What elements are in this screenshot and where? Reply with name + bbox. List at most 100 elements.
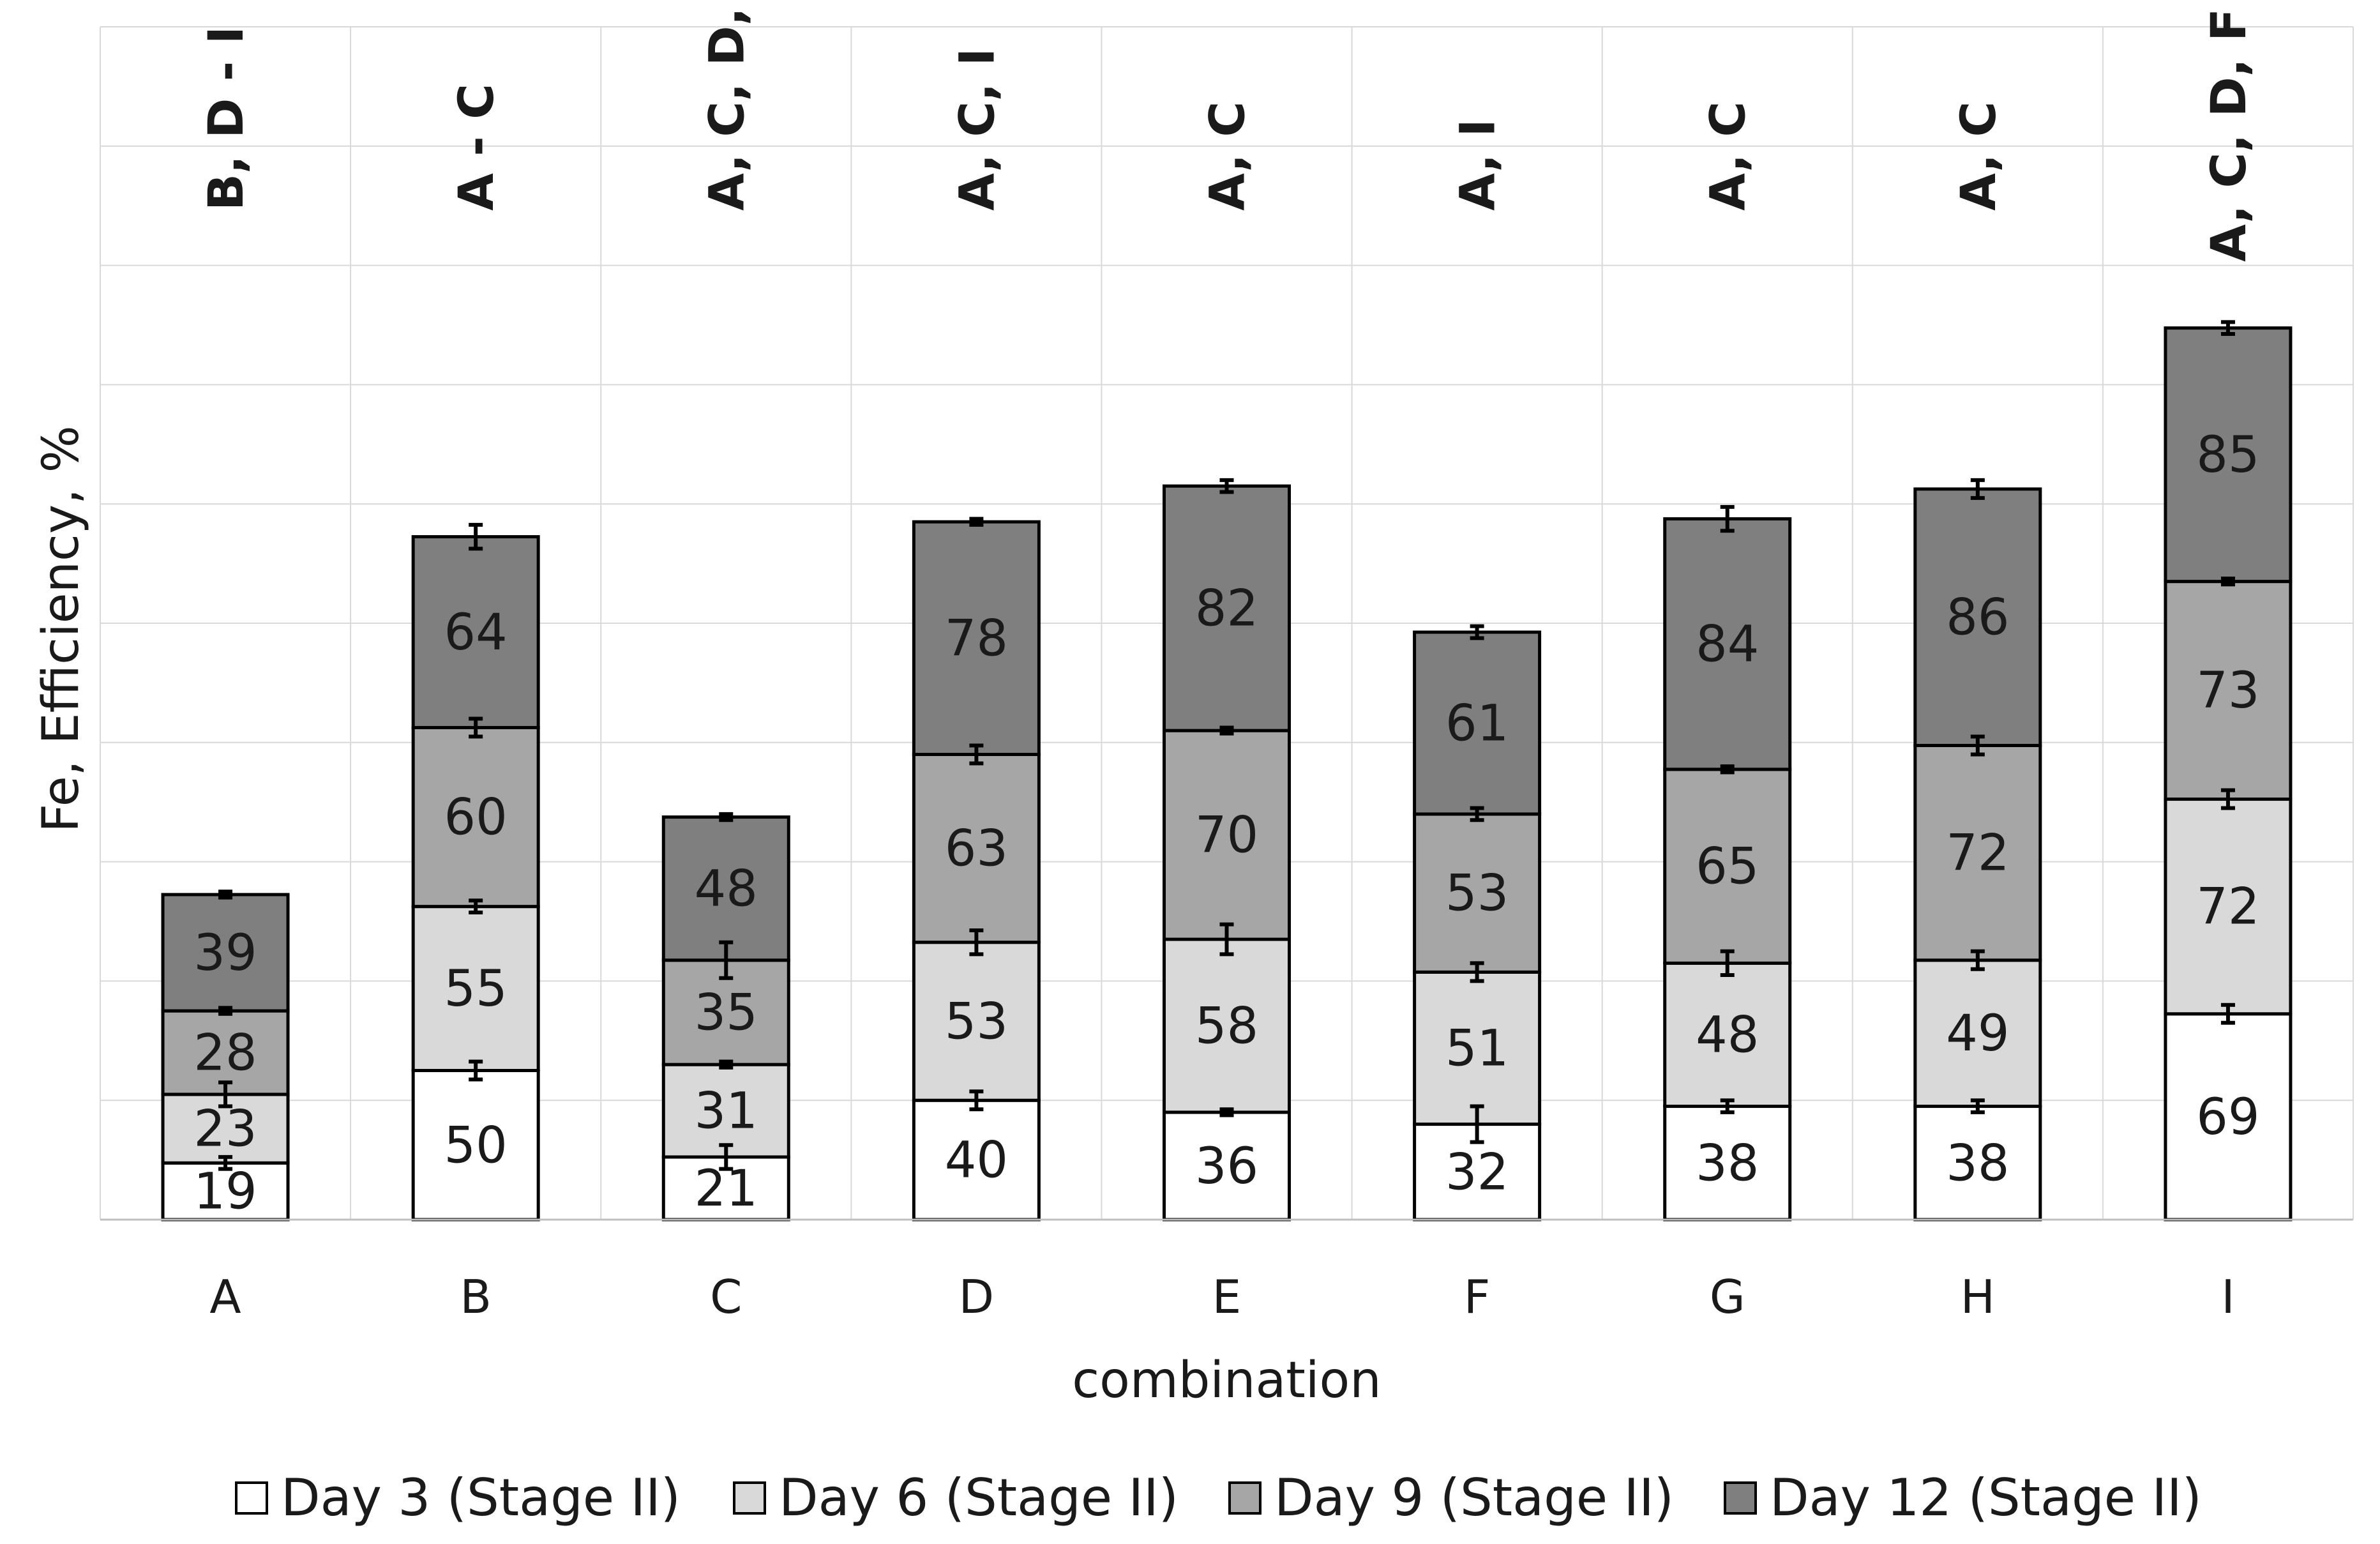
bar-segment (1413, 970, 1542, 1126)
error-bar (1970, 949, 1985, 971)
data-label: 72 (2196, 879, 2259, 936)
bar-segment (1663, 1105, 1792, 1222)
data-label: 72 (1946, 825, 2009, 882)
data-label: 65 (1696, 838, 1759, 896)
error-bar (1470, 624, 1484, 640)
bar-segment (411, 535, 540, 729)
data-label: 70 (1195, 807, 1258, 865)
significance-labels: B, D - I A - C A, C, D, G - I A, C, I A, C A,… (197, 0, 2257, 262)
legend-item: Day 6 (Stage II) (733, 1468, 1179, 1527)
legend: Day 3 (Stage II) Day 6 (Stage II) Day 9 (S… (235, 1468, 2202, 1527)
data-label: 61 (1445, 695, 1509, 752)
legend-swatch (1228, 1481, 1262, 1515)
error-bar (1970, 734, 1985, 757)
data-label: 50 (444, 1117, 508, 1174)
data-label: 48 (695, 861, 758, 918)
error-bar (1219, 725, 1234, 736)
x-tick-label: H (1961, 1270, 1995, 1324)
bar-segment (912, 752, 1041, 944)
error-bar (1720, 949, 1735, 978)
error-bar (218, 889, 233, 900)
error-bar (1970, 1098, 1985, 1114)
data-label: 19 (193, 1163, 257, 1221)
bars (161, 320, 2293, 1222)
bar-segment (411, 905, 540, 1073)
error-bar (1720, 764, 1735, 775)
error-bar (719, 812, 734, 822)
data-label: 53 (1445, 865, 1509, 923)
data-label: 48 (1696, 1006, 1759, 1064)
error-bar (969, 743, 984, 766)
significance-label: A, C (1699, 102, 1756, 211)
error-bar (1470, 806, 1484, 822)
error-bar (719, 1059, 734, 1070)
data-label: 73 (2196, 662, 2259, 720)
error-bar (469, 522, 483, 551)
error-bar (1470, 961, 1484, 983)
legend-label: Day 9 (Stage II) (1274, 1468, 1674, 1527)
significance-label: A - C (448, 84, 504, 211)
bar-segment (912, 520, 1041, 756)
bar-segment (1663, 768, 1792, 965)
data-label: 32 (1445, 1144, 1509, 1201)
error-bar (2220, 788, 2235, 810)
error-bar (1219, 1107, 1234, 1117)
data-label: 21 (695, 1160, 758, 1218)
bar-segment (912, 1098, 1041, 1222)
x-tick-label: A (209, 1270, 241, 1324)
data-label: 39 (193, 925, 257, 982)
bar-segment (1413, 630, 1542, 816)
error-bar (1219, 478, 1234, 494)
bar-segment (2164, 798, 2293, 1016)
data-label: 64 (444, 604, 508, 662)
bar-segment (1913, 743, 2042, 962)
data-label: 84 (1696, 616, 1759, 674)
data-label: 49 (1946, 1005, 2009, 1063)
data-label: 51 (1445, 1020, 1509, 1077)
data-label: 58 (1195, 997, 1258, 1055)
data-label: 55 (444, 960, 508, 1018)
error-bar (1470, 1104, 1484, 1144)
error-bar (969, 928, 984, 957)
error-bar (1720, 1098, 1735, 1114)
legend-label: Day 6 (Stage II) (779, 1468, 1179, 1527)
significance-label: B, D - I (197, 26, 254, 211)
significance-label: A, C, I (948, 48, 1005, 211)
y-axis-title: Fe, Efficiency, % (33, 425, 90, 833)
error-bar (1720, 504, 1735, 533)
error-bar (719, 1143, 734, 1171)
data-label: 86 (1946, 589, 2009, 647)
significance-label: A, C (1199, 102, 1256, 211)
x-tick-label: F (1464, 1270, 1490, 1324)
x-axis-title: combination (1072, 1352, 1381, 1409)
x-tick-label: C (710, 1270, 742, 1324)
data-label: 40 (945, 1132, 1008, 1190)
data-label: 78 (945, 610, 1008, 667)
bar-segment (1163, 937, 1291, 1114)
legend-item: Day 3 (Stage II) (235, 1468, 681, 1527)
error-bar (2220, 576, 2235, 587)
significance-label: A, C, D, F (2200, 8, 2257, 262)
bar-segment (1163, 729, 1291, 941)
bar-segment (411, 1069, 540, 1222)
error-bar (218, 1080, 233, 1109)
data-label: 31 (695, 1083, 758, 1140)
data-label: 28 (193, 1024, 257, 1082)
x-tick-labels: A B C D E F G H I (209, 1270, 2234, 1324)
legend-item: Day 12 (Stage II) (1724, 1468, 2202, 1527)
data-label: 82 (1195, 580, 1258, 638)
significance-label: A, C (1950, 102, 2007, 211)
legend-swatch (1724, 1481, 1757, 1515)
data-label: 23 (193, 1101, 257, 1158)
error-bar (969, 1089, 984, 1112)
error-bar (2220, 320, 2235, 337)
legend-label: Day 3 (Stage II) (281, 1468, 681, 1527)
bar-segment (1913, 1105, 2042, 1222)
error-bar (2220, 1003, 2235, 1025)
data-label: 38 (1946, 1135, 2009, 1192)
legend-label: Day 12 (Stage II) (1770, 1468, 2202, 1527)
data-label: 63 (945, 821, 1008, 878)
error-bar (1219, 922, 1234, 957)
data-label: 60 (444, 789, 508, 847)
